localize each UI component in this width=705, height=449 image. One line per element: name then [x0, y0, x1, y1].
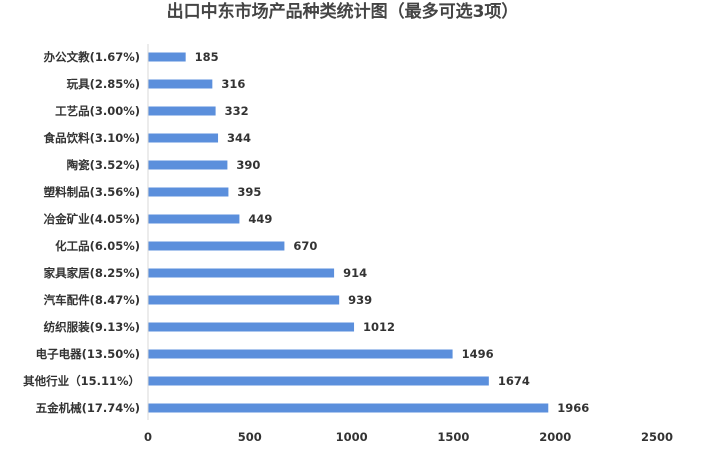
data-label: 390: [236, 158, 260, 172]
data-label: 1012: [363, 320, 395, 334]
data-label: 1966: [557, 401, 589, 415]
category-label: 冶金矿业(4.05%): [44, 212, 140, 226]
bar: [148, 241, 285, 251]
x-tick-label: 2000: [539, 430, 571, 444]
data-label: 344: [227, 131, 251, 145]
category-label: 五金机械(17.74%): [36, 401, 140, 415]
bar: [148, 79, 213, 89]
data-label: 939: [348, 293, 372, 307]
category-label: 家具家居(8.25%): [44, 266, 140, 280]
category-label: 食品饮料(3.10%): [44, 131, 140, 145]
bar: [148, 376, 489, 386]
category-label: 电子电器(13.50%): [36, 347, 140, 361]
category-label: 玩具(2.85%): [67, 77, 140, 91]
category-labels: 办公文教(1.67%) 玩具(2.85%) 工艺品(3.00%) 食品饮料(3.10%…: [23, 50, 140, 415]
data-label: 316: [221, 77, 245, 91]
bar: [148, 268, 335, 278]
bar: [148, 160, 228, 170]
category-label: 办公文教(1.67%): [44, 50, 140, 64]
data-label: 449: [248, 212, 272, 226]
bar: [148, 106, 216, 116]
x-tick-label: 500: [238, 430, 262, 444]
bar: [148, 349, 453, 359]
data-label: 1496: [462, 347, 494, 361]
data-label: 1674: [498, 374, 530, 388]
category-label: 化工品(6.05%): [55, 239, 140, 253]
category-label: 汽车配件(8.47%): [44, 293, 140, 307]
data-label: 670: [293, 239, 317, 253]
x-tick-label: 2500: [641, 430, 673, 444]
bar: [148, 214, 240, 224]
category-label: 其他行业（15.11%）: [23, 374, 140, 388]
category-label: 工艺品(3.00%): [55, 104, 140, 118]
x-axis-ticks: 0 500 1000 1500 2000 2500: [144, 430, 673, 444]
bars-layer: [148, 52, 549, 413]
bar: [148, 403, 549, 413]
category-label: 纺织服装(9.13%): [44, 320, 140, 334]
category-label: 陶瓷(3.52%): [67, 158, 140, 172]
x-tick-label: 1000: [336, 430, 368, 444]
bar: [148, 133, 219, 143]
bar: [148, 322, 355, 332]
data-label: 395: [237, 185, 261, 199]
bar: [148, 295, 340, 305]
data-label: 914: [343, 266, 367, 280]
data-label: 332: [225, 104, 249, 118]
x-tick-label: 0: [144, 430, 152, 444]
data-label: 185: [195, 50, 219, 64]
category-label: 塑料制品(3.56%): [44, 185, 140, 199]
bar: [148, 187, 229, 197]
chart-title: 出口中东市场产品种类统计图（最多可选3项）: [166, 2, 519, 22]
bar: [148, 52, 186, 62]
x-tick-label: 1500: [437, 430, 469, 444]
